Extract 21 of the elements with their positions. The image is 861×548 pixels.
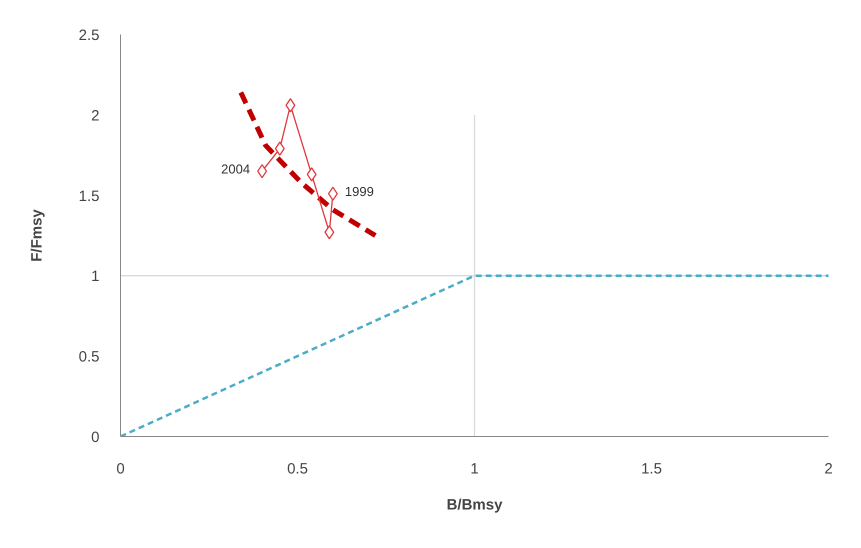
x-tick-label: 1.5 [641,460,662,478]
x-axis-title: B/Bmsy [446,496,504,514]
point [324,225,334,240]
y-axis-title: F/Fmsy [28,208,46,262]
point [274,142,285,156]
x-tick-label: 0.5 [287,460,308,478]
point [306,167,317,182]
y-tick-label: 2 [91,107,100,124]
x-tick-label: 0 [116,460,125,478]
point [285,98,296,112]
x-tick-label: 1 [470,460,479,478]
x-tick-label: 2 [824,460,833,478]
y-tick-label: 0 [91,429,100,446]
point [257,164,268,178]
y-tick-label: 1.5 [78,188,100,205]
y-tick-label: 1 [91,268,100,286]
y-tick-label: 0.5 [78,348,100,366]
point [328,186,338,201]
annotation: 1999 [344,184,374,200]
annotation: 2004 [221,162,250,177]
y-tick-label: 2.5 [78,27,100,44]
